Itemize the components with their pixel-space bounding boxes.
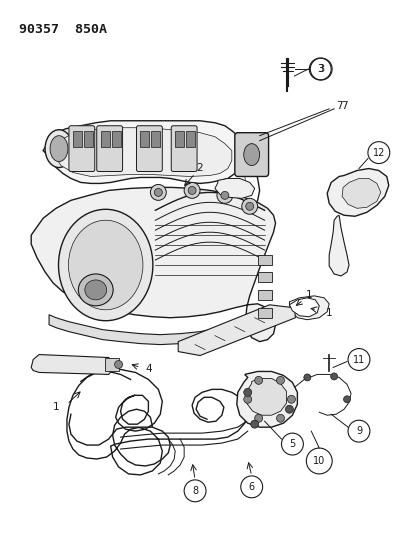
- Bar: [140, 131, 149, 147]
- Circle shape: [285, 405, 293, 413]
- Circle shape: [245, 203, 253, 211]
- Ellipse shape: [50, 136, 68, 161]
- Circle shape: [221, 191, 228, 199]
- Circle shape: [243, 395, 251, 403]
- Bar: [186, 131, 195, 147]
- Bar: [257, 290, 271, 300]
- Circle shape: [303, 374, 310, 381]
- Bar: [104, 358, 118, 372]
- Bar: [257, 255, 271, 265]
- Text: 7: 7: [340, 101, 347, 111]
- Bar: [257, 272, 271, 282]
- FancyBboxPatch shape: [69, 126, 95, 172]
- Text: 3: 3: [318, 64, 323, 74]
- Circle shape: [254, 414, 262, 422]
- Text: 9: 9: [355, 426, 361, 436]
- Polygon shape: [289, 296, 328, 320]
- Text: 10: 10: [312, 456, 325, 466]
- Ellipse shape: [68, 220, 142, 310]
- Circle shape: [216, 188, 232, 203]
- Polygon shape: [178, 305, 295, 356]
- Bar: [257, 308, 271, 318]
- Text: 90357  850A: 90357 850A: [19, 23, 107, 36]
- Circle shape: [254, 376, 262, 384]
- Polygon shape: [328, 215, 348, 276]
- Circle shape: [276, 414, 284, 422]
- Text: 1: 1: [305, 290, 312, 300]
- FancyBboxPatch shape: [234, 133, 268, 176]
- Bar: [112, 131, 120, 147]
- Text: 1: 1: [52, 402, 59, 412]
- Text: 1: 1: [325, 308, 332, 318]
- Circle shape: [243, 389, 251, 397]
- Circle shape: [150, 184, 166, 200]
- Text: 6: 6: [248, 482, 254, 492]
- FancyBboxPatch shape: [136, 126, 162, 172]
- Ellipse shape: [58, 209, 152, 321]
- FancyBboxPatch shape: [171, 126, 197, 172]
- Polygon shape: [31, 354, 112, 375]
- Ellipse shape: [243, 144, 259, 166]
- Polygon shape: [31, 188, 275, 342]
- Polygon shape: [246, 378, 286, 415]
- Polygon shape: [289, 298, 318, 317]
- Ellipse shape: [85, 280, 107, 300]
- Text: 12: 12: [372, 148, 384, 158]
- Circle shape: [154, 188, 162, 196]
- Circle shape: [184, 182, 199, 198]
- Circle shape: [276, 376, 284, 384]
- Text: 2: 2: [196, 163, 203, 173]
- Bar: [151, 131, 160, 147]
- Circle shape: [330, 373, 337, 380]
- Circle shape: [287, 395, 295, 403]
- Circle shape: [343, 396, 350, 403]
- Polygon shape: [43, 121, 243, 183]
- Circle shape: [188, 187, 196, 195]
- Polygon shape: [56, 128, 231, 176]
- Text: 3: 3: [316, 64, 323, 74]
- Text: 4: 4: [145, 365, 151, 375]
- Text: 7: 7: [335, 101, 342, 111]
- Circle shape: [114, 360, 122, 368]
- Polygon shape: [236, 372, 297, 427]
- Circle shape: [241, 198, 257, 214]
- Circle shape: [250, 420, 258, 428]
- Ellipse shape: [78, 274, 113, 306]
- Polygon shape: [326, 168, 388, 216]
- FancyBboxPatch shape: [97, 126, 122, 172]
- Polygon shape: [214, 179, 254, 198]
- Polygon shape: [341, 179, 380, 208]
- Bar: [100, 131, 109, 147]
- Bar: [83, 131, 93, 147]
- Text: 11: 11: [352, 354, 364, 365]
- Polygon shape: [49, 315, 247, 345]
- Text: 8: 8: [192, 486, 198, 496]
- Ellipse shape: [45, 130, 73, 167]
- Bar: [175, 131, 184, 147]
- Text: 5: 5: [289, 439, 295, 449]
- Bar: [73, 131, 82, 147]
